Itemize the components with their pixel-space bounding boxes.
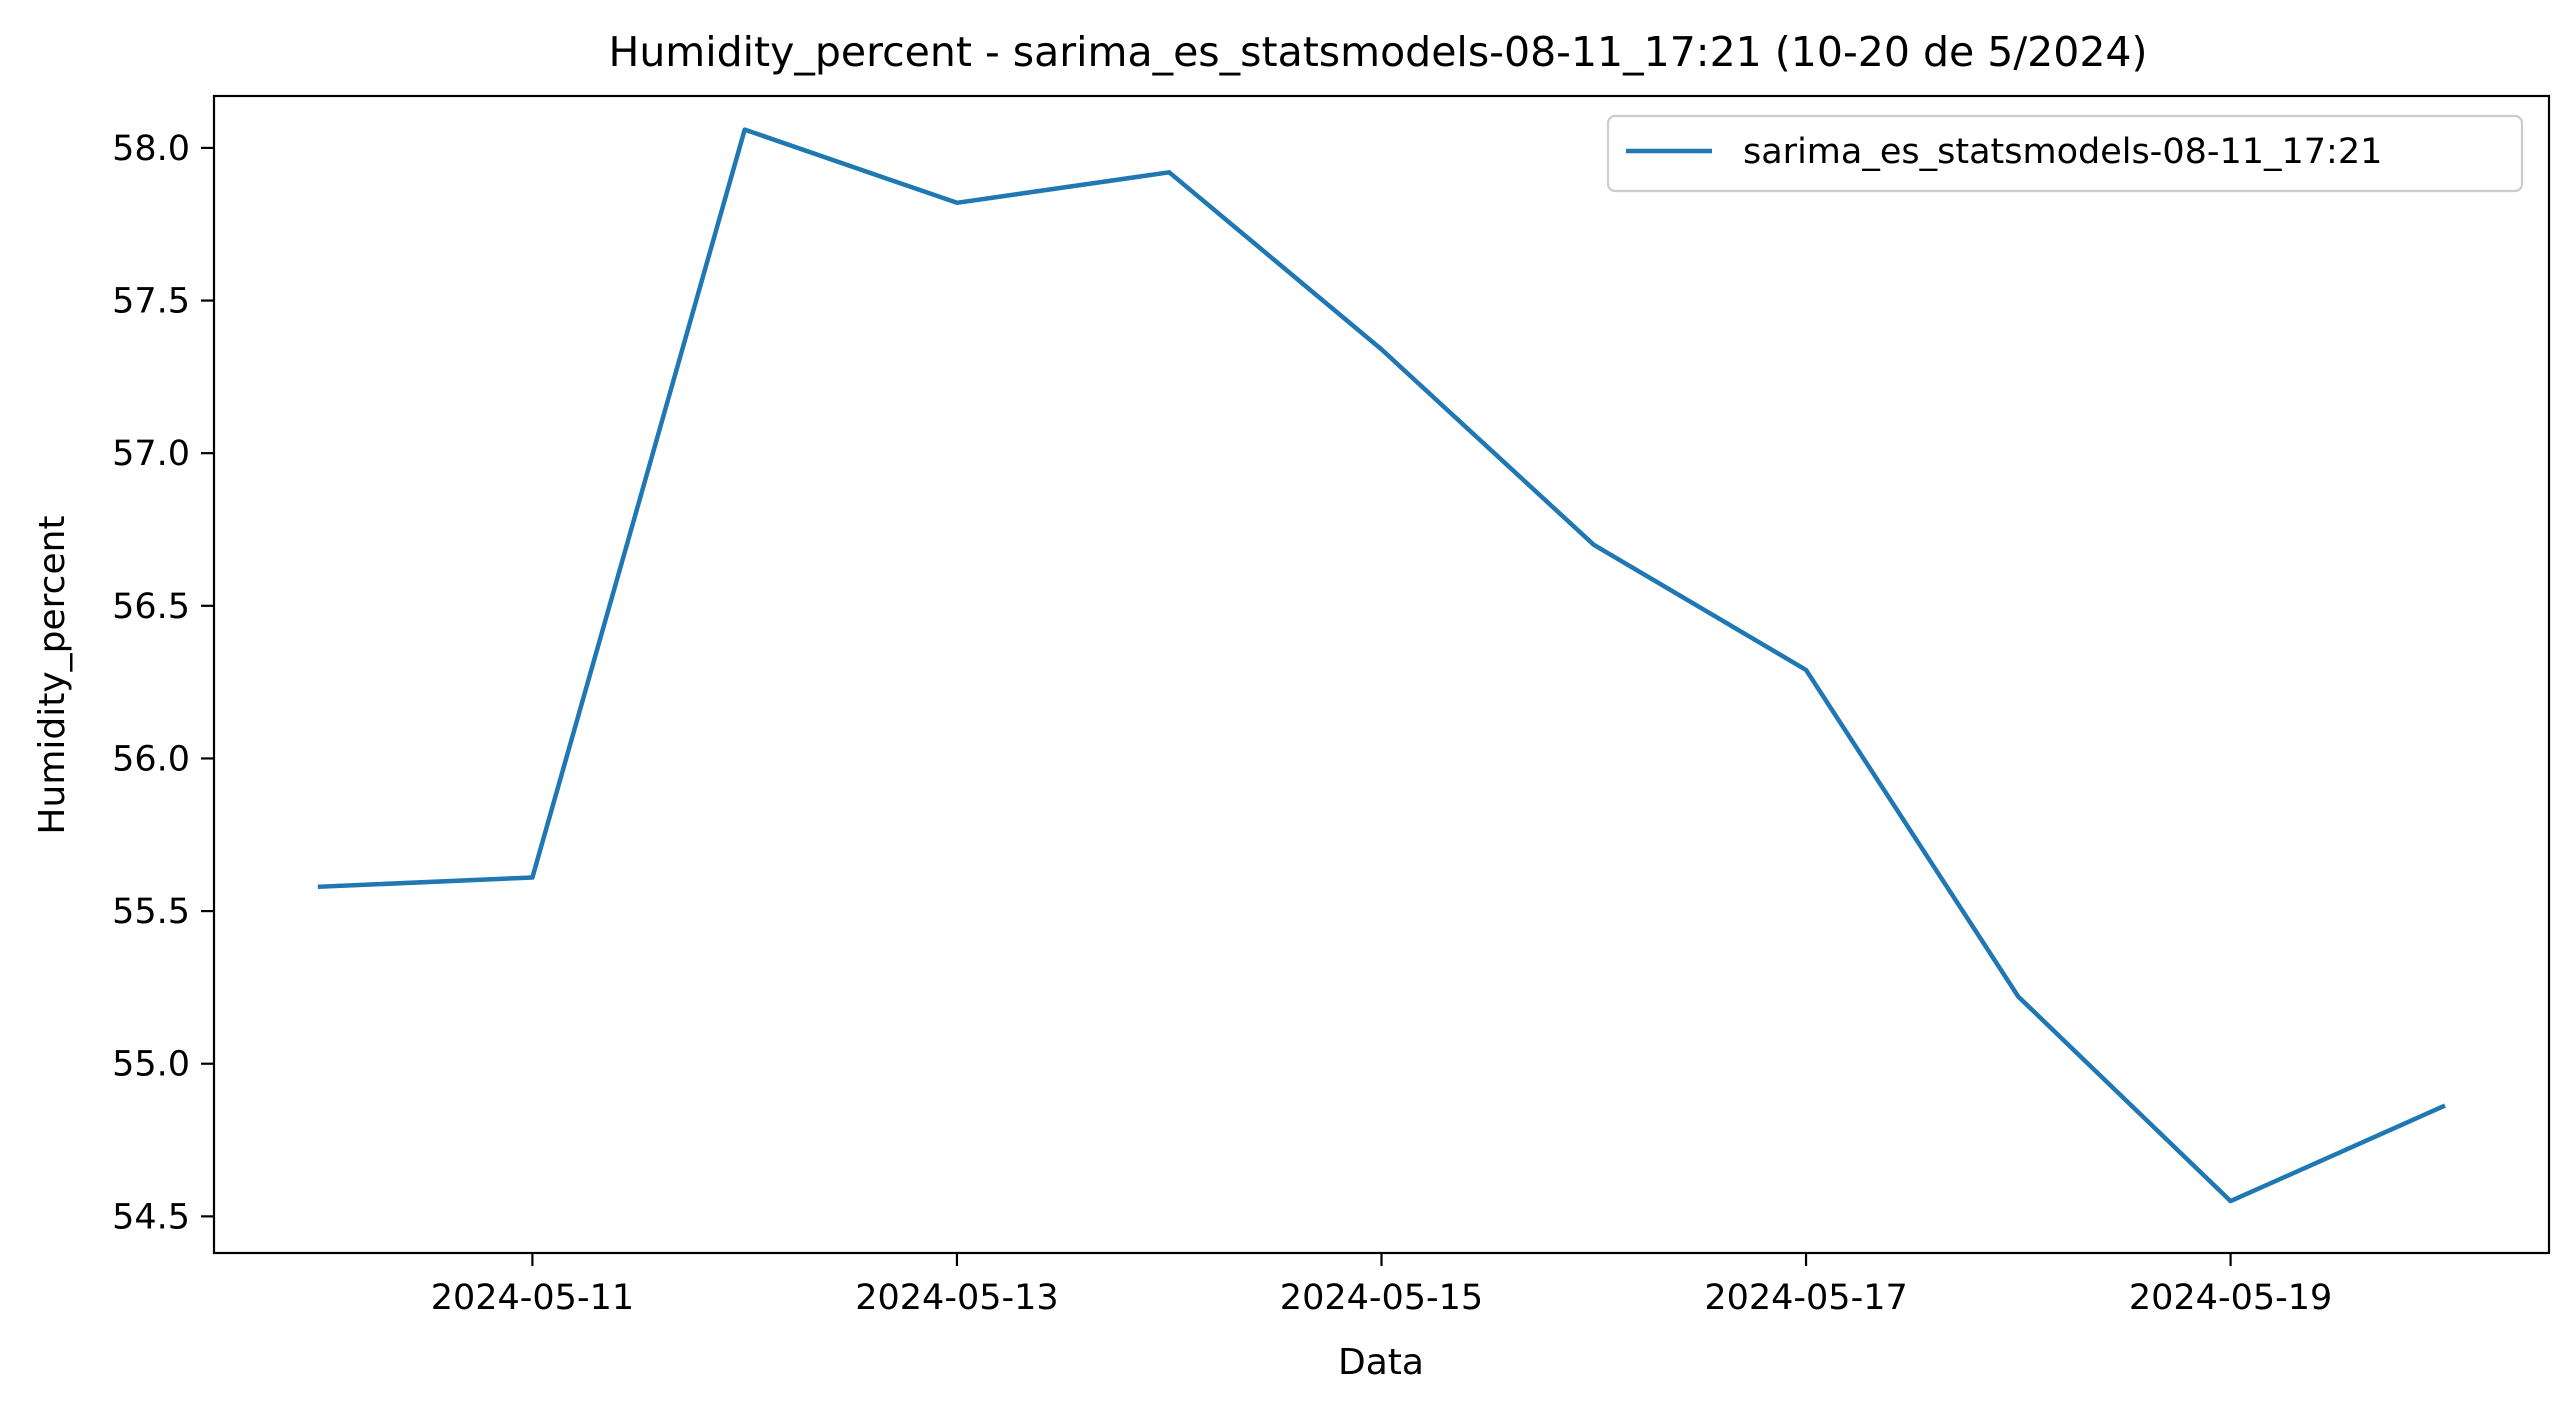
y-tick-label: 55.0 [112, 1045, 190, 1085]
x-axis: 2024-05-11 2024-05-13 2024-05-15 2024-05-17… [431, 1253, 2332, 1318]
series-line [317, 127, 2446, 1204]
y-tick-label: 56.0 [112, 739, 190, 779]
x-tick-label: 2024-05-15 [1280, 1278, 1483, 1318]
y-tick-label: 57.5 [112, 282, 190, 322]
legend-frame [1606, 114, 2524, 193]
plot-area-frame [212, 94, 2551, 1255]
y-tick-label: 58.0 [112, 129, 190, 169]
y-tick-label: 54.5 [112, 1197, 190, 1237]
y-axis: 54.5 55.0 55.5 56.0 56.5 57.0 57.5 58.0 [112, 129, 214, 1237]
x-tick-label: 2024-05-19 [2129, 1278, 2332, 1318]
legend: sarima_es_statsmodels-08-11_17:21 [1606, 114, 2524, 193]
y-axis-label: Humidity_percent [32, 515, 73, 834]
y-tick-label: 57.0 [112, 434, 190, 474]
y-tick-label: 55.5 [112, 892, 190, 932]
x-axis-label: Data [1338, 1342, 1424, 1383]
legend-label: sarima_es_statsmodels-08-11_17:21 [1743, 132, 2382, 172]
chart-title: Humidity_percent - sarima_es_statsmodels… [608, 28, 2147, 76]
x-tick-label: 2024-05-13 [855, 1278, 1058, 1318]
x-tick-label: 2024-05-11 [431, 1278, 634, 1318]
y-tick-label: 56.5 [112, 587, 190, 627]
x-tick-label: 2024-05-17 [1704, 1278, 1907, 1318]
series-group [317, 127, 2446, 1204]
